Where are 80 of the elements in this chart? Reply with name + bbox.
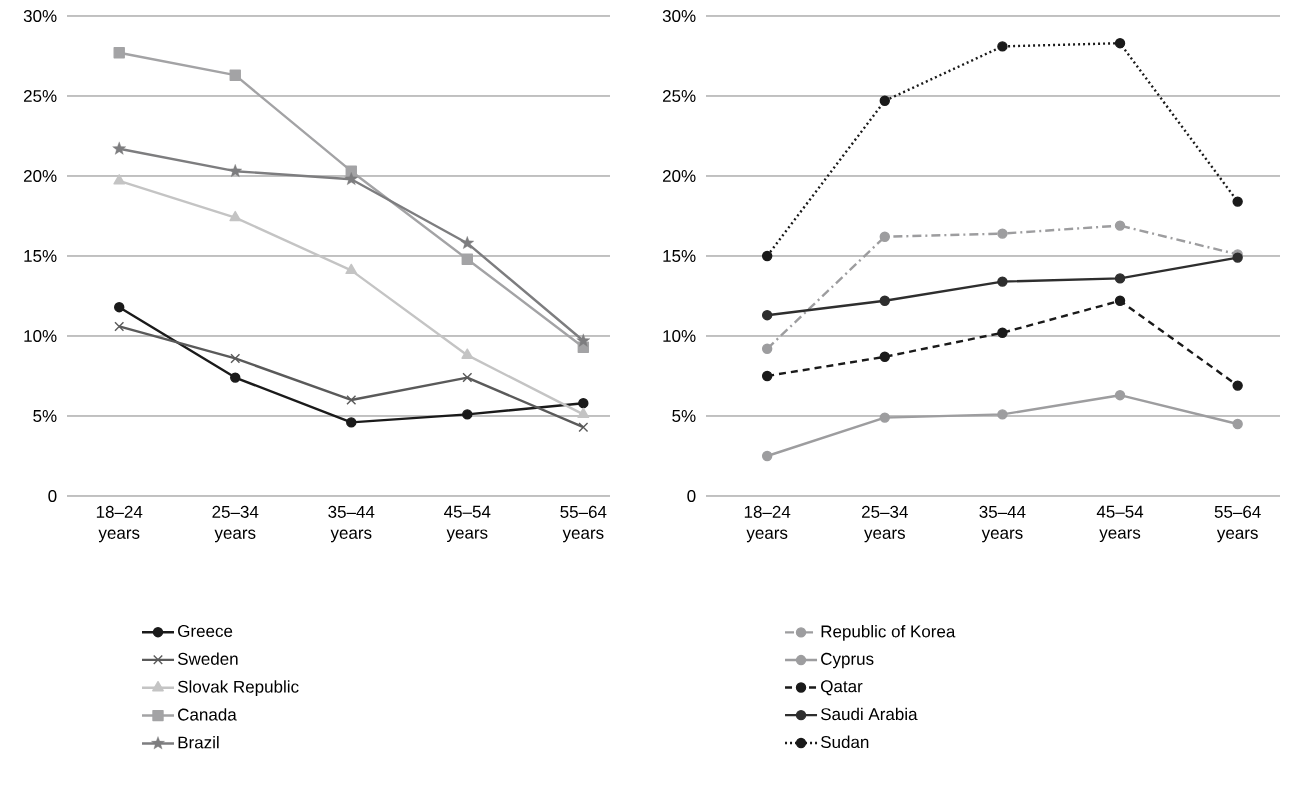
point [997,327,1008,338]
point [1114,37,1126,49]
point [578,397,589,409]
point [997,41,1008,52]
legend-label: Sudan [821,735,869,749]
point [462,409,473,420]
point [229,210,242,222]
point [230,372,241,383]
point [761,450,773,462]
point [1114,389,1126,401]
y-tick-label: 15% [24,250,57,262]
point [1114,220,1126,231]
legend-label: Republic of Korea [821,624,956,641]
legend-label: Slovak Republic [177,680,299,697]
point [879,412,890,423]
y-tick-label: 25% [662,89,696,103]
point [346,395,357,405]
point [229,69,241,81]
x-tick-label: 35–44 years [979,505,1026,543]
point [879,231,890,242]
point [761,370,773,382]
y-tick-label: 30% [23,9,57,23]
x-tick-label: 55–64 years [1214,505,1261,543]
point [578,422,589,433]
point [345,263,358,275]
legend-label: Cyprus [821,652,874,669]
x-tick-label: 18–24 years [96,505,143,543]
y-tick-label: 15% [663,250,696,262]
point [113,174,126,185]
point [997,276,1008,287]
legend-label: Canada [178,708,237,721]
x-tick-label: 25–34 years [212,505,259,543]
legend-label: Sweden [177,652,238,665]
x-tick-label: 18–24 years [744,505,791,543]
point [114,321,125,332]
y-tick-label: 20% [23,169,57,183]
point [879,295,890,306]
point [230,353,241,364]
point [346,417,357,428]
x-tick-label: 45–54 years [1096,505,1144,543]
point [460,236,475,249]
y-tick-label: 10% [24,329,57,343]
x-tick-label: 25–34 years [862,505,908,543]
point [113,47,125,59]
point [1232,196,1243,207]
point [462,372,473,383]
point [761,343,773,354]
y-tick-label: 0 [687,489,696,503]
y-tick-label: 5% [33,410,57,422]
point [112,141,127,155]
y-tick-label: 25% [23,89,57,103]
point [761,309,773,321]
point [577,407,590,419]
point [576,333,591,347]
legend-label: Qatar [821,680,863,696]
y-tick-label: 5% [672,410,696,422]
point [879,95,890,106]
point [461,348,474,359]
legend-label: Brazil [178,736,219,749]
point [1114,273,1126,284]
y-tick-label: 0 [48,489,57,503]
y-tick-label: 10% [663,329,696,343]
y-tick-label: 30% [662,9,696,23]
point [997,228,1008,239]
point [228,164,243,178]
point [1232,380,1243,391]
x-tick-label: 35–44 years [328,505,375,543]
point [1232,418,1243,430]
point [997,409,1008,420]
x-tick-label: 55–64 years [560,505,607,543]
point [114,301,125,313]
y-tick-label: 20% [662,169,696,183]
x-tick-label: 45–54 years [444,505,491,543]
point [1114,295,1126,306]
legend-label: Saudi Arabia [821,707,918,721]
point [761,250,773,262]
point [461,253,473,265]
point [879,351,890,362]
point [344,172,359,186]
legend-label: Greece [178,624,233,638]
